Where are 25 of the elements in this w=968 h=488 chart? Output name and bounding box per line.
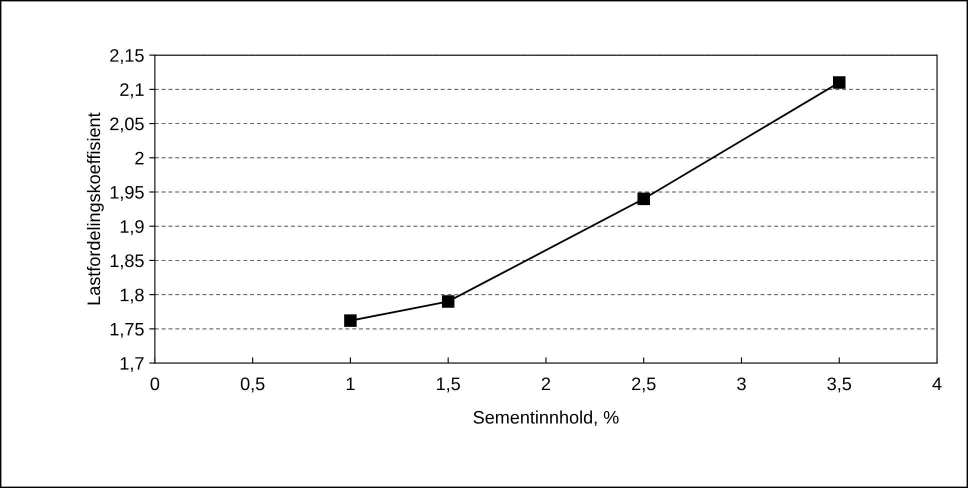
x-tick-label: 2: [542, 377, 550, 390]
x-tick-label: 3,5: [827, 377, 852, 392]
x-tick-label: 3: [737, 377, 746, 390]
y-tick-label: 1,85: [110, 254, 144, 270]
point: [833, 76, 846, 89]
y-tick-label: 1,9: [120, 220, 144, 236]
y-tick-label: 1,7: [120, 357, 144, 372]
x-tick-label: 0: [150, 377, 160, 390]
x-axis-title: Sementinnhold, %: [474, 410, 619, 426]
y-tick-label: 1,75: [110, 322, 144, 338]
y-tick-label: 2,05: [110, 118, 144, 132]
point: [637, 192, 650, 206]
y-tick-label: 2,15: [110, 49, 144, 64]
x-tick-label: 1,5: [437, 378, 460, 392]
point: [442, 295, 454, 308]
y-tick-label: 1,95: [110, 186, 144, 201]
y-tick-label: 2: [135, 152, 144, 164]
y-tick-label: 2,1: [120, 83, 144, 98]
point: [344, 314, 357, 327]
x-tick-label: 0,5: [240, 377, 264, 392]
x-tick-label: 2,5: [632, 377, 656, 392]
y-tick-label: 1,8: [120, 288, 144, 304]
x-tick-label: 4: [932, 378, 942, 390]
x-tick-label: 1: [346, 378, 355, 390]
y-axis-title: Lastfordelingskoeffisient: [86, 112, 104, 304]
